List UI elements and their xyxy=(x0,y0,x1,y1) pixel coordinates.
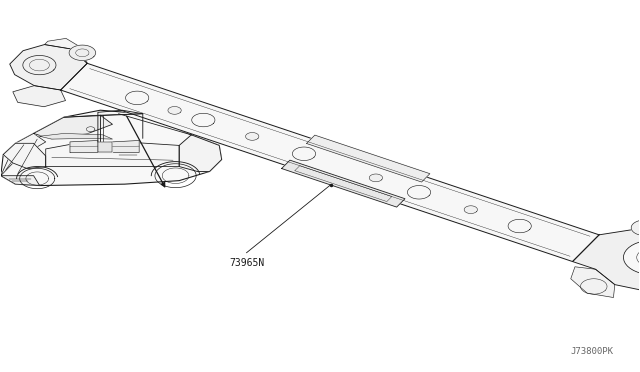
Polygon shape xyxy=(45,142,179,167)
Polygon shape xyxy=(1,134,45,176)
Polygon shape xyxy=(69,45,95,61)
Polygon shape xyxy=(3,143,45,169)
Polygon shape xyxy=(623,240,640,275)
Polygon shape xyxy=(179,135,221,171)
Polygon shape xyxy=(10,45,87,90)
Polygon shape xyxy=(464,206,477,214)
Polygon shape xyxy=(61,63,599,262)
Polygon shape xyxy=(13,86,65,107)
Polygon shape xyxy=(113,141,139,153)
Polygon shape xyxy=(33,115,113,139)
Text: 73965N: 73965N xyxy=(229,258,264,268)
Polygon shape xyxy=(1,176,40,186)
Polygon shape xyxy=(98,142,113,153)
Polygon shape xyxy=(571,267,615,298)
Polygon shape xyxy=(631,220,640,235)
Polygon shape xyxy=(246,132,259,140)
Polygon shape xyxy=(70,141,98,153)
Polygon shape xyxy=(369,174,383,182)
Polygon shape xyxy=(168,106,181,114)
Polygon shape xyxy=(307,135,430,182)
Polygon shape xyxy=(40,134,113,139)
Text: J73800PK: J73800PK xyxy=(571,347,614,356)
Polygon shape xyxy=(282,160,405,207)
Polygon shape xyxy=(573,229,640,292)
Polygon shape xyxy=(45,38,87,63)
Polygon shape xyxy=(1,110,221,186)
